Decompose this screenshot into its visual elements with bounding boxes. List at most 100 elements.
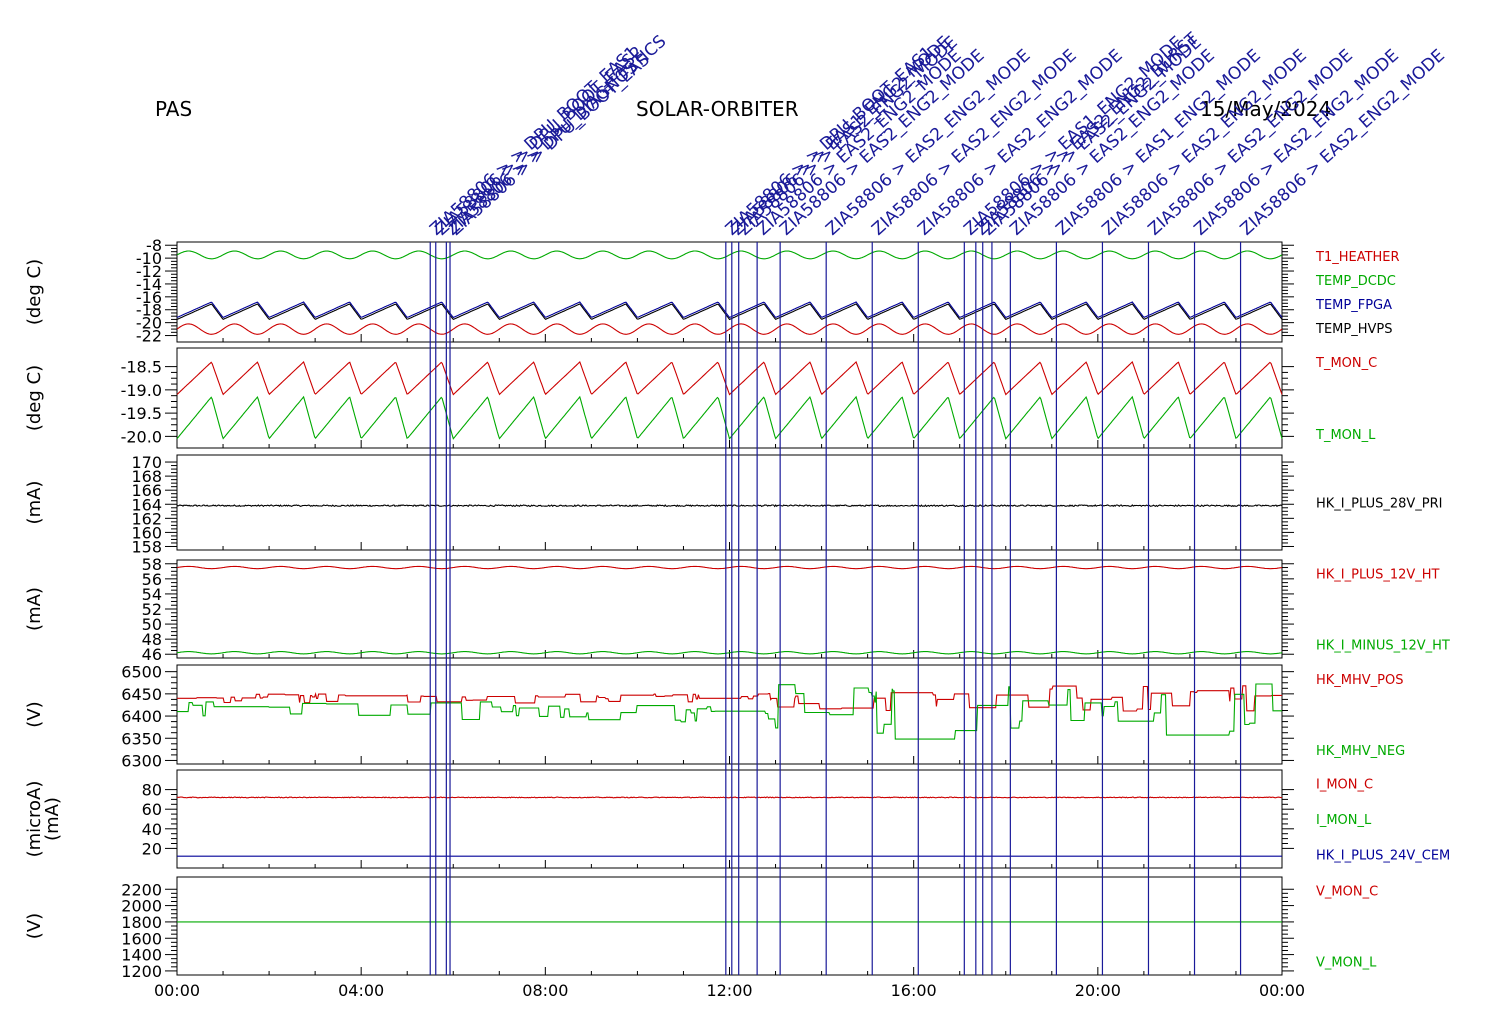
y-tick-label: 6350: [121, 729, 162, 748]
y-tick-label: 48: [142, 630, 162, 649]
panel-2: -18.5 -19.0 -19.5 -20.0 (deg C) T_MON_C T_MON_…: [24, 347, 1377, 449]
y-tick-label: 40: [142, 820, 162, 839]
legend-v-mon-c: V_MON_C: [1316, 885, 1378, 900]
legend-hk-mhv-pos: HK_MHV_POS: [1316, 673, 1404, 688]
x-tick-label: 00:00: [154, 981, 200, 1000]
series-temp-fpga: [176, 301, 1283, 319]
legend-hk-mhv-neg: HK_MHV_NEG: [1316, 744, 1405, 759]
y-tick-label: 2200: [121, 880, 162, 899]
legend-temp-dcdc: TEMP_DCDC: [1315, 274, 1396, 289]
panel-frame: [176, 664, 1283, 765]
series-i-mon-c: [176, 796, 1283, 799]
legend-temp-hvps: TEMP_HVPS: [1315, 322, 1392, 337]
y-tick-label: 80: [142, 781, 162, 800]
y-tick-label: -8: [146, 236, 162, 255]
x-tick-label: 20:00: [1075, 981, 1121, 1000]
y-tick-label: 20: [142, 839, 162, 858]
y-tick-label: -22: [136, 327, 162, 346]
y-tick-label: 6300: [121, 751, 162, 770]
y-tick-label: -20.0: [121, 427, 162, 446]
y-tick-label: 46: [142, 645, 162, 664]
y-tick-label: 1400: [121, 946, 162, 965]
y-tick-label: 164: [131, 495, 162, 514]
legend-t1-heather: T1_HEATHER: [1315, 250, 1400, 265]
y-tick-label: 50: [142, 615, 162, 634]
header-left: PAS: [155, 97, 192, 121]
y-tick-label: 52: [142, 600, 162, 619]
y-tick-label: 1800: [121, 913, 162, 932]
event-lines: [429, 242, 1242, 975]
y-tick-label: -19.5: [121, 404, 162, 423]
series-temp-hvps: [176, 303, 1283, 321]
panel-1: -8-10-12-14-16-18-20-22 (deg C) T1_HEATHER…: [24, 236, 1400, 345]
y-tick-label: 54: [142, 585, 162, 604]
panels: -8-10-12-14-16-18-20-22 (deg C) T1_HEATHER…: [24, 236, 1450, 981]
y-tick-label: 158: [131, 537, 162, 556]
event-label: ZIA58806 > > DPU_BOOT_EAS: [446, 50, 654, 240]
x-tick-label: 00:00: [1259, 981, 1305, 1000]
x-axis: 00:00 04:00 08:00 12:00 16:00 20:00 00:00: [154, 981, 1305, 1000]
y-tick-label: 166: [131, 481, 162, 500]
y-axis-label: (deg C): [24, 259, 45, 325]
panel-frame: [176, 559, 1283, 659]
y-tick-label: -10: [136, 249, 162, 268]
y-tick-label: 1600: [121, 929, 162, 948]
y-axis-label-2: (mA): [42, 797, 63, 841]
y-tick-label: 60: [142, 800, 162, 819]
legend-i-mon-l: I_MON_L: [1316, 813, 1372, 828]
legend-t-mon-c: T_MON_C: [1315, 356, 1377, 371]
series-hk-i-plus-12v-ht: [176, 565, 1283, 570]
y-axis-label: (V): [24, 913, 45, 939]
y-tick-label: -14: [136, 275, 162, 294]
header-center: SOLAR-ORBITER: [636, 97, 799, 121]
x-tick-label: 12:00: [706, 981, 752, 1000]
y-tick-label: -16: [136, 288, 162, 307]
y-tick-label: 162: [131, 509, 162, 528]
legend-hk-i-plus-24v-cem: HK_I_PLUS_24V_CEM: [1316, 848, 1450, 863]
y-axis-label: (mA): [24, 587, 45, 631]
y-axis-label: (microA): [24, 781, 45, 858]
y-tick-label: 58: [142, 555, 162, 574]
y-axis-label: (mA): [24, 481, 45, 525]
series-t1-heather: [176, 323, 1283, 335]
x-tick-label: 16:00: [891, 981, 937, 1000]
y-tick-label: 170: [131, 453, 162, 472]
y-tick-label: -18.5: [121, 358, 162, 377]
x-tick-label: 04:00: [338, 981, 384, 1000]
y-tick-label: 6400: [121, 707, 162, 726]
header-right: 15/May/2024: [1200, 97, 1331, 121]
series-t-mon-c: [176, 361, 1283, 396]
panel-frame: [176, 454, 1283, 551]
y-tick-label: 56: [142, 570, 162, 589]
legend-hk-i-plus-12v-ht: HK_I_PLUS_12V_HT: [1316, 568, 1440, 583]
y-tick-label: 1200: [121, 962, 162, 981]
series-hk-i-plus-28v-pri: [176, 504, 1283, 508]
y-axis-label: (deg C): [24, 365, 45, 431]
panel-frame: [176, 769, 1283, 869]
legend-v-mon-l: V_MON_L: [1316, 955, 1377, 970]
panel-frame: [176, 876, 1283, 976]
y-tick-label: -18: [136, 301, 162, 320]
y-tick-label: -12: [136, 262, 162, 281]
series-temp-dcdc: [176, 250, 1283, 260]
legend-i-mon-c: I_MON_C: [1316, 778, 1373, 793]
legend-temp-fpga: TEMP_FPGA: [1315, 298, 1392, 313]
y-axis-label: (V): [24, 701, 45, 727]
y-tick-label: 160: [131, 523, 162, 542]
panel-5: 6500 6450 6400 6350 6300 (V) HK_MHV_POS HK_MHV_…: [24, 663, 1405, 771]
series-hk-mhv-neg: [177, 683, 1282, 740]
series-t-mon-l: [176, 395, 1283, 440]
legend-hk-i-plus-28v-pri: HK_I_PLUS_28V_PRI: [1316, 497, 1442, 512]
y-tick-label: -19.0: [121, 381, 162, 400]
y-tick-label: -20: [136, 314, 162, 333]
series-hk-i-minus-12v-ht: [176, 651, 1283, 655]
x-tick-label: 08:00: [522, 981, 568, 1000]
legend-hk-i-minus-12v-ht: HK_I_MINUS_12V_HT: [1316, 638, 1450, 653]
y-tick-label: 168: [131, 467, 162, 486]
